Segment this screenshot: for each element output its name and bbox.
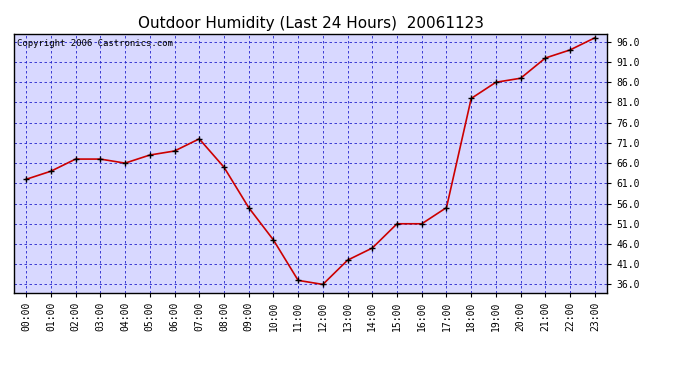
Title: Outdoor Humidity (Last 24 Hours)  20061123: Outdoor Humidity (Last 24 Hours) 2006112… <box>137 16 484 31</box>
Text: Copyright 2006 Castronics.com: Copyright 2006 Castronics.com <box>17 39 172 48</box>
